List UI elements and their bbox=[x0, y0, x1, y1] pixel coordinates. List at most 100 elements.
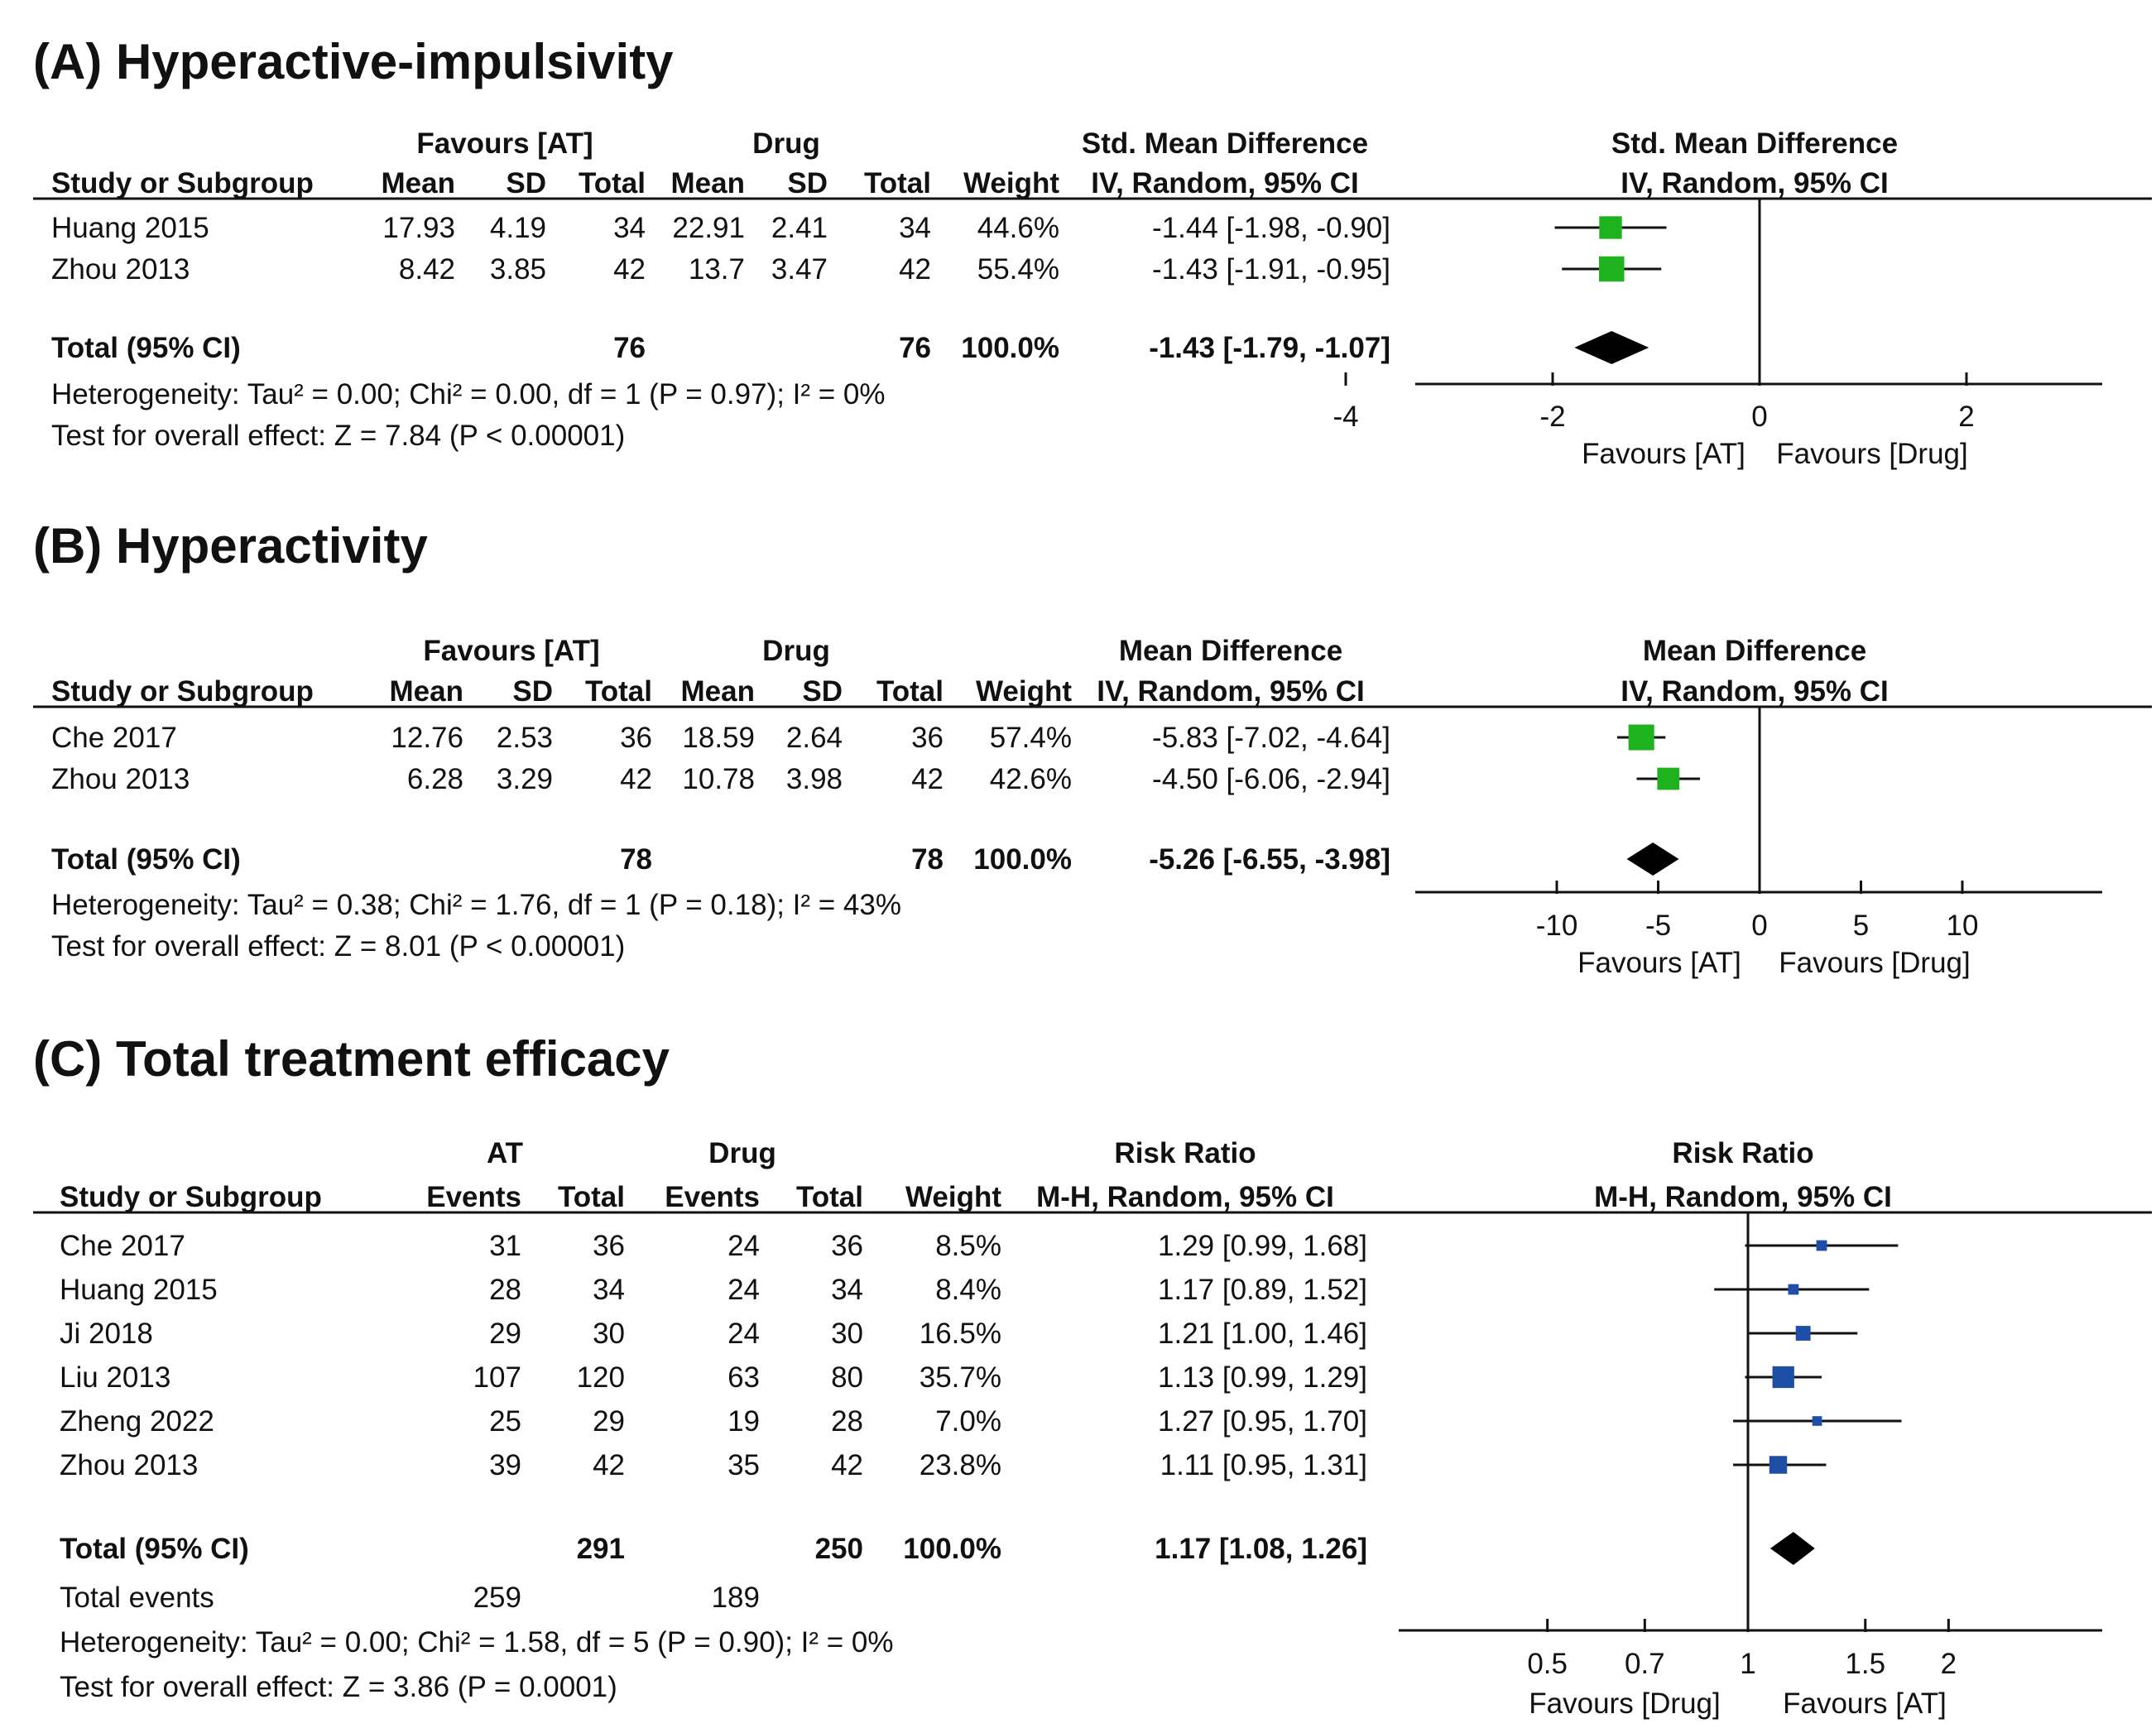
study-cell: 6.28 bbox=[407, 763, 463, 795]
study-cell: 42 bbox=[899, 253, 931, 286]
study-name: Zheng 2022 bbox=[60, 1405, 214, 1438]
study-point-estimate bbox=[1812, 1416, 1822, 1426]
plot-method-header: IV, Random, 95% CI bbox=[1621, 675, 1889, 708]
column-header: SD bbox=[802, 675, 843, 708]
study-cell: 3.29 bbox=[497, 763, 553, 795]
total-n-group1: 76 bbox=[613, 332, 646, 364]
study-ci: -1.43 [-1.91, -0.95] bbox=[1152, 253, 1390, 286]
x-tick-label: -10 bbox=[1536, 910, 1578, 942]
effect-header: Std. Mean Difference bbox=[1082, 127, 1368, 160]
column-header: Study or Subgroup bbox=[51, 675, 314, 708]
x-tick-label: 0 bbox=[1751, 401, 1767, 433]
study-cell: 19 bbox=[727, 1405, 760, 1438]
study-weight: 16.5% bbox=[920, 1318, 1001, 1350]
study-name: Che 2017 bbox=[60, 1230, 185, 1262]
study-name: Che 2017 bbox=[51, 722, 177, 754]
effect-method-header: IV, Random, 95% CI bbox=[1091, 167, 1359, 199]
study-weight: 55.4% bbox=[977, 253, 1059, 286]
study-cell: 2.64 bbox=[786, 722, 843, 754]
study-weight: 7.0% bbox=[935, 1405, 1001, 1438]
favours-right-label: Favours [Drug] bbox=[1779, 947, 1970, 979]
x-tick-label: -4 bbox=[1332, 401, 1358, 433]
study-ci: 1.21 [1.00, 1.46] bbox=[1158, 1318, 1367, 1350]
study-cell: 25 bbox=[489, 1405, 521, 1438]
column-header: Events bbox=[426, 1181, 521, 1213]
total-label: Total (95% CI) bbox=[60, 1533, 249, 1565]
total-label: Total (95% CI) bbox=[51, 332, 241, 364]
effect-method-header: M-H, Random, 95% CI bbox=[1036, 1181, 1334, 1213]
column-header: Total bbox=[864, 167, 931, 199]
overall-effect-note: Test for overall effect: Z = 7.84 (P < 0… bbox=[51, 420, 625, 452]
study-cell: 80 bbox=[831, 1361, 863, 1394]
total-n-group2: 250 bbox=[815, 1533, 863, 1565]
total-n-group1: 78 bbox=[620, 843, 652, 876]
total-ci: -1.43 [-1.79, -1.07] bbox=[1149, 332, 1390, 364]
study-name: Huang 2015 bbox=[51, 212, 209, 244]
study-point-estimate bbox=[1788, 1284, 1799, 1295]
column-header: Mean bbox=[390, 675, 463, 708]
favours-left-label: Favours [Drug] bbox=[1529, 1687, 1720, 1720]
column-header: Mean bbox=[681, 675, 755, 708]
study-cell: 12.76 bbox=[391, 722, 463, 754]
study-cell: 42 bbox=[613, 253, 646, 286]
plot-header: Risk Ratio bbox=[1672, 1137, 1813, 1169]
total-events-label: Total events bbox=[60, 1582, 214, 1614]
study-weight: 8.4% bbox=[935, 1274, 1001, 1306]
study-cell: 24 bbox=[727, 1274, 760, 1306]
study-cell: 30 bbox=[831, 1318, 863, 1350]
study-ci: 1.13 [0.99, 1.29] bbox=[1158, 1361, 1367, 1394]
x-tick-label: 10 bbox=[1947, 910, 1979, 942]
x-tick-label: -2 bbox=[1539, 401, 1565, 433]
study-cell: 36 bbox=[911, 722, 944, 754]
study-cell: 42 bbox=[593, 1449, 625, 1481]
study-cell: 4.19 bbox=[490, 212, 546, 244]
column-header: Total bbox=[585, 675, 652, 708]
study-cell: 34 bbox=[613, 212, 646, 244]
study-name: Zhou 2013 bbox=[60, 1449, 198, 1481]
study-cell: 36 bbox=[593, 1230, 625, 1262]
column-header: Mean bbox=[671, 167, 745, 199]
x-tick-label: 0.5 bbox=[1527, 1648, 1568, 1680]
study-name: Liu 2013 bbox=[60, 1361, 170, 1394]
effect-header: Mean Difference bbox=[1119, 635, 1342, 667]
total-label: Total (95% CI) bbox=[51, 843, 241, 876]
study-cell: 2.41 bbox=[771, 212, 828, 244]
x-tick-label: -5 bbox=[1645, 910, 1671, 942]
plot-header: Mean Difference bbox=[1643, 635, 1866, 667]
study-point-estimate bbox=[1769, 1456, 1788, 1474]
total-weight: 100.0% bbox=[961, 332, 1059, 364]
study-name: Ji 2018 bbox=[60, 1318, 153, 1350]
x-tick-label: 2 bbox=[1958, 401, 1974, 433]
x-tick-label: 1.5 bbox=[1845, 1648, 1885, 1680]
study-point-estimate bbox=[1772, 1366, 1794, 1389]
study-cell: 28 bbox=[489, 1274, 521, 1306]
study-cell: 24 bbox=[727, 1318, 760, 1350]
study-cell: 63 bbox=[727, 1361, 760, 1394]
study-cell: 36 bbox=[831, 1230, 863, 1262]
plot-header: Std. Mean Difference bbox=[1611, 127, 1898, 160]
study-name: Zhou 2013 bbox=[51, 253, 190, 286]
column-header: Study or Subgroup bbox=[51, 167, 314, 199]
column-header: SD bbox=[506, 167, 546, 199]
study-cell: 42 bbox=[831, 1449, 863, 1481]
study-weight: 57.4% bbox=[990, 722, 1072, 754]
effect-header: Risk Ratio bbox=[1114, 1137, 1256, 1169]
study-ci: -1.44 [-1.98, -0.90] bbox=[1152, 212, 1390, 244]
study-cell: 34 bbox=[831, 1274, 863, 1306]
favours-right-label: Favours [AT] bbox=[1783, 1687, 1947, 1720]
study-cell: 8.42 bbox=[399, 253, 455, 286]
x-tick-label: 5 bbox=[1853, 910, 1869, 942]
study-cell: 31 bbox=[489, 1230, 521, 1262]
study-cell: 29 bbox=[593, 1405, 625, 1438]
total-n-group1: 291 bbox=[577, 1533, 625, 1565]
study-cell: 2.53 bbox=[497, 722, 553, 754]
study-cell: 24 bbox=[727, 1230, 760, 1262]
heterogeneity-note: Heterogeneity: Tau² = 0.38; Chi² = 1.76,… bbox=[51, 889, 901, 921]
column-header: Study or Subgroup bbox=[60, 1181, 322, 1213]
study-weight: 35.7% bbox=[920, 1361, 1001, 1394]
pooled-diamond bbox=[1626, 842, 1679, 876]
study-cell: 107 bbox=[473, 1361, 521, 1394]
column-header: SD bbox=[512, 675, 553, 708]
study-cell: 18.59 bbox=[682, 722, 755, 754]
x-tick-label: 0.7 bbox=[1625, 1648, 1665, 1680]
